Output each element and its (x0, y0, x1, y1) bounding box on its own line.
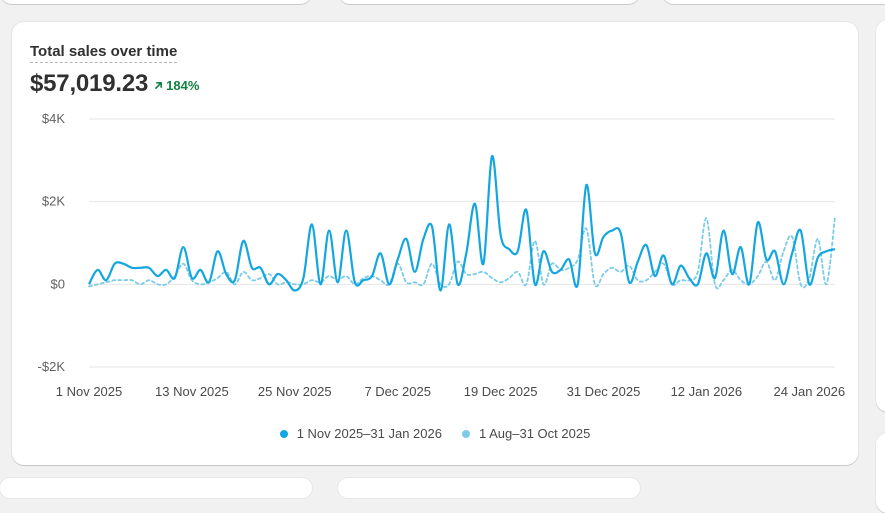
card-side-upper (876, 20, 885, 412)
legend-dot-previous (461, 429, 470, 438)
y-tick-label: -$2K (38, 359, 66, 374)
x-tick-label: 25 Nov 2025 (258, 384, 332, 399)
x-tick-label: 19 Dec 2025 (464, 384, 538, 399)
arrow-up-right-icon (155, 81, 163, 89)
y-tick-label: $4K (42, 111, 65, 126)
total-sales-value: $57,019.23 (30, 70, 149, 97)
x-tick-label: 31 Dec 2025 (567, 384, 641, 399)
x-tick-label: 7 Dec 2025 (364, 384, 431, 399)
card-top-left (0, 0, 312, 4)
x-tick-label: 24 Jan 2026 (773, 384, 845, 399)
legend-label-previous: 1 Aug–31 Oct 2025 (478, 426, 591, 441)
card-bottom-middle (338, 478, 640, 498)
legend-label-current: 1 Nov 2025–31 Jan 2026 (296, 426, 442, 441)
y-tick-label: $2K (42, 194, 65, 209)
x-tick-label: 12 Jan 2026 (671, 384, 743, 399)
card-title[interactable]: Total sales over time (30, 43, 178, 63)
card-bottom-left (0, 478, 312, 498)
change-badge: 184% (154, 78, 199, 93)
x-tick-label: 13 Nov 2025 (155, 384, 229, 399)
card-side-lower (876, 433, 885, 513)
card-top-middle (338, 0, 640, 4)
sales-chart[interactable]: $4K $2K $0 -$2K 1 Nov 2025 13 Nov 2025 25 Nov … (12, 22, 858, 422)
x-tick-label: 1 Nov 2025 (56, 384, 123, 399)
legend-item-current[interactable]: 1 Nov 2025–31 Jan 2026 (279, 426, 442, 441)
card-top-right (662, 0, 885, 4)
total-sales-card: Total sales over time $57,019.23 184% $4… (12, 22, 858, 465)
chart-legend: 1 Nov 2025–31 Jan 2026 1 Aug–31 Oct 2025 (12, 426, 858, 441)
change-value: 184% (166, 77, 200, 93)
legend-dot-current (279, 429, 288, 438)
legend-item-previous[interactable]: 1 Aug–31 Oct 2025 (461, 426, 591, 441)
y-tick-label: $0 (51, 276, 65, 291)
series-line-current (88, 155, 836, 292)
metric-row: $57,019.23 184% (30, 70, 199, 98)
